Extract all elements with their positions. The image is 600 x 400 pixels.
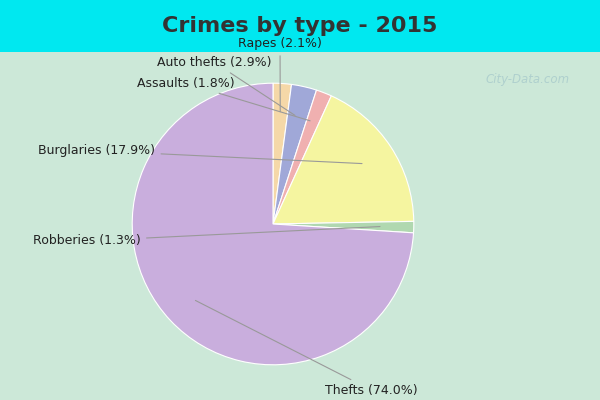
Wedge shape: [273, 84, 317, 224]
Text: Crimes by type - 2015: Crimes by type - 2015: [163, 16, 437, 36]
Wedge shape: [273, 83, 292, 224]
Wedge shape: [273, 90, 331, 224]
Text: Auto thefts (2.9%): Auto thefts (2.9%): [157, 56, 295, 115]
Wedge shape: [273, 221, 414, 233]
Text: City-Data.com: City-Data.com: [486, 74, 570, 86]
Text: Thefts (74.0%): Thefts (74.0%): [196, 300, 418, 397]
Wedge shape: [273, 96, 414, 224]
Text: Robberies (1.3%): Robberies (1.3%): [33, 226, 380, 247]
Text: Rapes (2.1%): Rapes (2.1%): [238, 37, 322, 112]
Text: Burglaries (17.9%): Burglaries (17.9%): [38, 144, 362, 164]
Wedge shape: [132, 83, 413, 365]
Text: Assaults (1.8%): Assaults (1.8%): [137, 77, 310, 121]
